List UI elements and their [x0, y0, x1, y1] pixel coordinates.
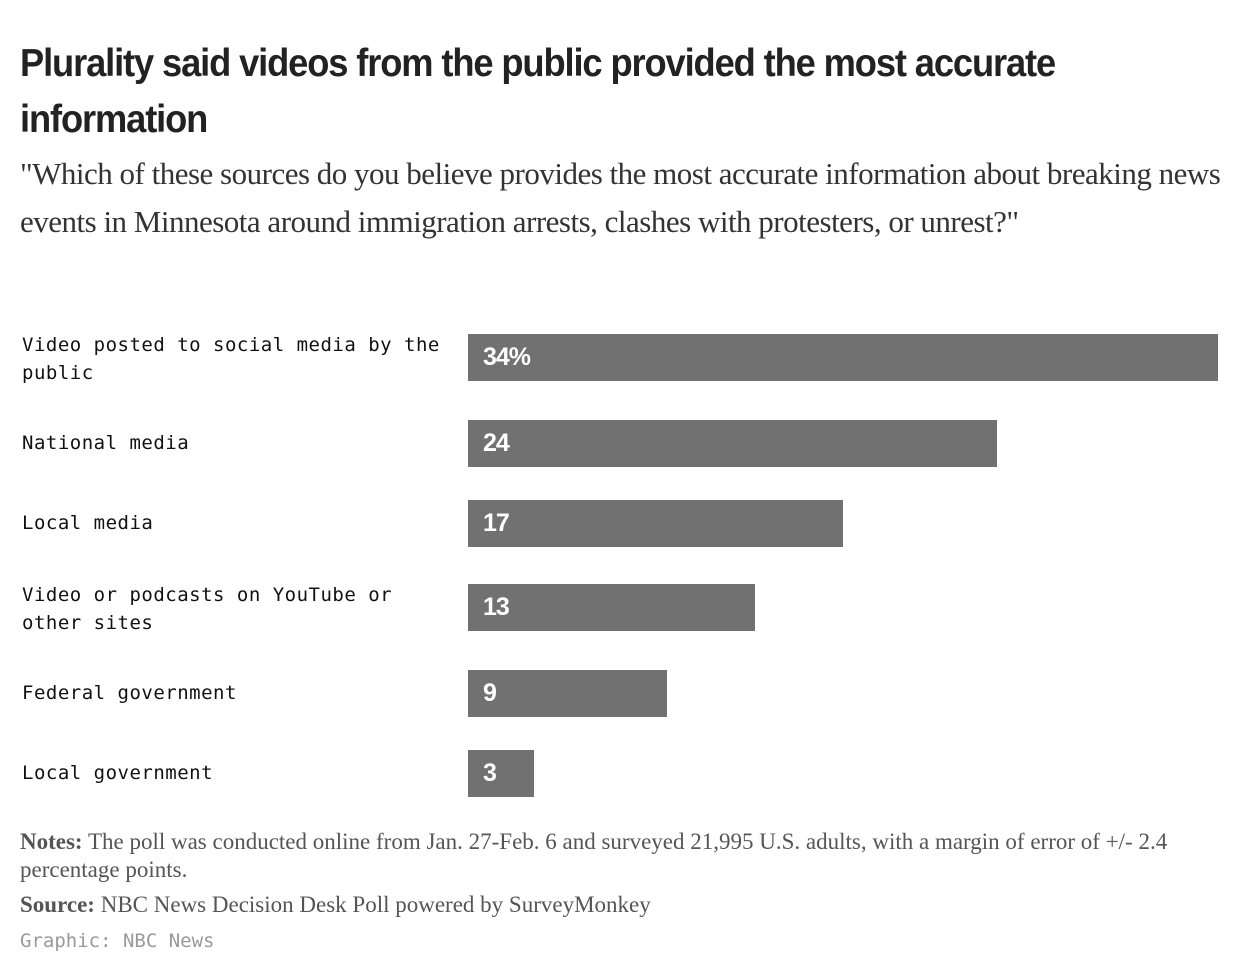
notes-label: Notes: [20, 829, 83, 854]
source-label: Source: [20, 892, 95, 917]
bar: 34% [468, 334, 1218, 381]
notes-text: The poll was conducted online from Jan. … [20, 829, 1168, 882]
bar: 13 [468, 584, 755, 631]
category-label: National media [22, 432, 190, 454]
bar: 3 [468, 750, 535, 797]
data-label: 17 [483, 509, 510, 537]
category-label: Local media [22, 512, 154, 534]
bar: 9 [468, 670, 667, 717]
category-label: Video or podcasts on YouTube or other si… [22, 584, 393, 634]
chart-subtitle: "Which of these sources do you believe p… [20, 156, 1221, 239]
data-label: 9 [483, 679, 497, 707]
category-label: Federal government [22, 682, 237, 704]
category-label: Local government [22, 762, 214, 784]
data-label: 34% [483, 343, 531, 371]
source: Source: NBC News Decision Desk Poll powe… [20, 891, 651, 919]
data-label: 24 [483, 429, 510, 457]
source-text: NBC News Decision Desk Poll powered by S… [100, 892, 651, 917]
bar: 17 [468, 500, 843, 547]
graphic-credit: Graphic: NBC News [20, 930, 215, 952]
chart-title: Plurality said videos from the public pr… [20, 42, 1056, 141]
data-label: 13 [483, 593, 510, 621]
data-label: 3 [483, 759, 497, 787]
notes: Notes: The poll was conducted online fro… [20, 828, 1220, 884]
category-label: Video posted to social media by the publ… [22, 334, 440, 384]
bar: 24 [468, 420, 998, 467]
